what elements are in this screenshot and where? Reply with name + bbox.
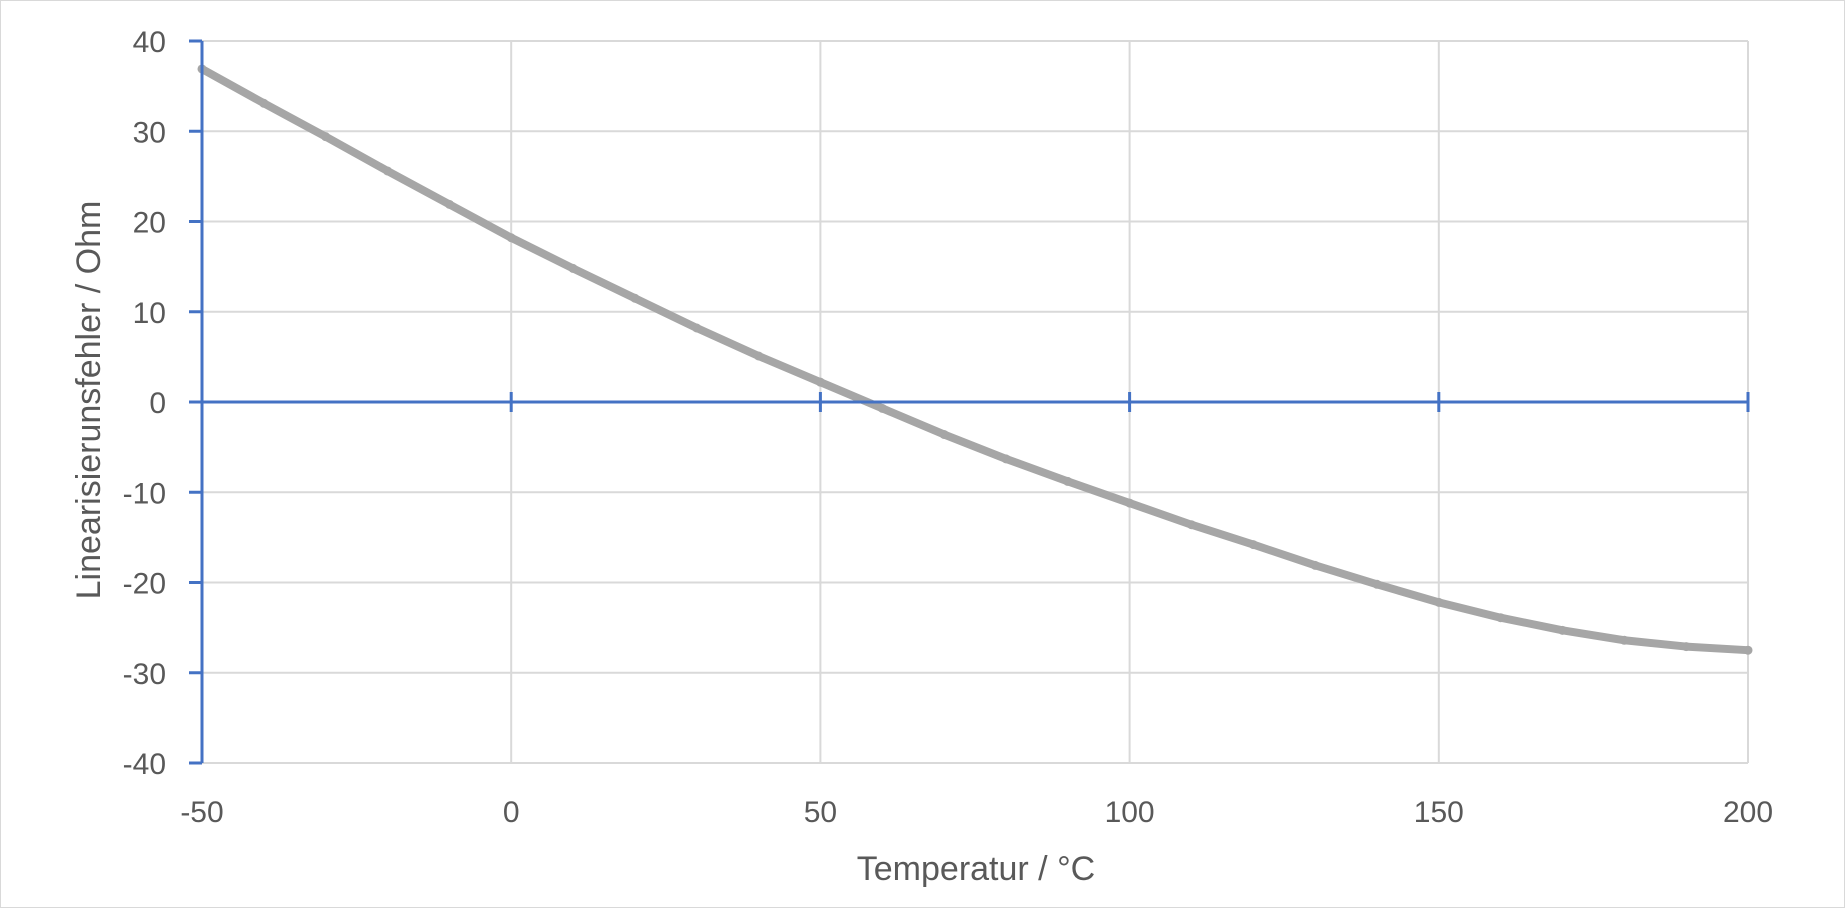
series-line (198, 64, 1752, 655)
y-tick-label: 20 (133, 207, 166, 240)
data-point (506, 233, 516, 243)
y-tick-label: 10 (133, 297, 166, 330)
data-point (1681, 642, 1691, 652)
x-tick-label: 200 (1723, 796, 1773, 829)
y-tick-label: 40 (133, 26, 166, 59)
y-tick-label: 30 (133, 116, 166, 149)
data-point (1001, 454, 1011, 464)
x-tick-label: 50 (804, 796, 837, 829)
x-tick-label: 100 (1105, 796, 1155, 829)
data-point (1372, 579, 1382, 589)
data-point (939, 429, 949, 439)
data-point (754, 351, 764, 361)
series-layer (197, 64, 1753, 655)
data-point (321, 132, 331, 142)
y-tick-label: -30 (123, 658, 166, 691)
data-point (630, 293, 640, 303)
data-point (259, 98, 269, 108)
data-point (1496, 613, 1506, 623)
data-point (1186, 520, 1196, 530)
y-tick-label: -10 (123, 477, 166, 510)
data-point (815, 377, 825, 387)
label-layer: -50 0 50 100 150 200 -40 -30 -20 -10 0 10 20 30 40 (123, 26, 1773, 829)
data-point (1743, 645, 1753, 655)
data-point (1125, 498, 1135, 508)
data-point (1310, 560, 1320, 570)
x-axis-title: Temperatur / °C (857, 850, 1095, 888)
x-tick-label: 150 (1414, 796, 1464, 829)
data-point (1063, 476, 1073, 486)
y-tick-label: -20 (123, 568, 166, 601)
data-point (1557, 625, 1567, 635)
y-tick-label: 0 (149, 387, 166, 420)
y-axis-title: Linearisierunsfehler / Ohm (70, 201, 108, 600)
data-point (1248, 540, 1258, 550)
y-tick-label: -40 (123, 748, 166, 781)
data-point (1434, 597, 1444, 607)
data-point (444, 199, 454, 209)
data-point (383, 166, 393, 176)
data-point (1619, 635, 1629, 645)
x-tick-label: -50 (180, 796, 223, 829)
data-point (877, 403, 887, 413)
data-point (568, 263, 578, 273)
axis-layer (189, 39, 1750, 765)
x-tick-label: 0 (503, 796, 520, 829)
data-point (692, 323, 702, 333)
